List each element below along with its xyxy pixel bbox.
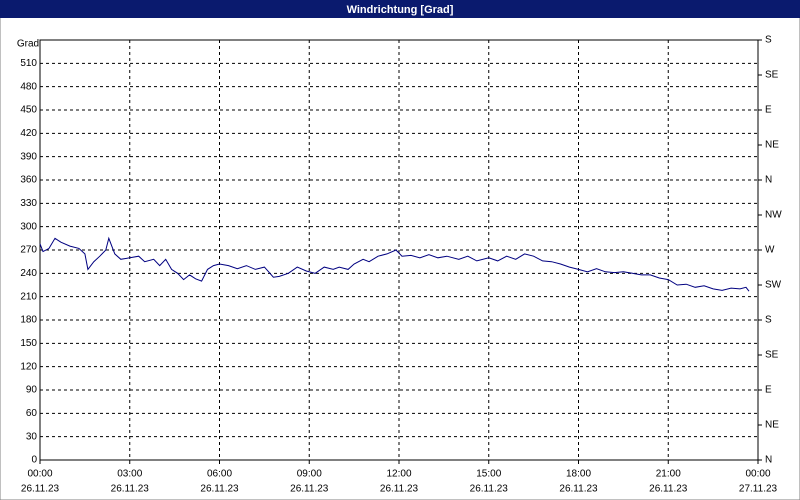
y-tick-label: 240 [20,268,37,279]
data-line [39,236,750,292]
x-tick-date: 26.11.23 [200,484,239,495]
y-tick-label: 0 [31,455,37,466]
x-tick-label: 09:00 [297,469,322,480]
y-axis-title: Grad [17,39,39,50]
y-tick-label: 360 [20,175,37,186]
y2-tick-label: NW [765,210,782,221]
y-tick-label: 180 [20,315,37,326]
y2-tick-label: SE [765,350,779,361]
x-tick-date: 26.11.23 [111,484,150,495]
y2-tick-label: E [765,105,772,116]
x-tick-label: 12:00 [386,469,411,480]
x-tick-date: 26.11.23 [290,484,329,495]
y2-tick-label: W [765,245,775,256]
title-bar [0,0,800,18]
y-tick-label: 150 [20,338,37,349]
y-tick-label: 60 [26,408,38,419]
x-tick-label: 15:00 [476,469,501,480]
y-tick-label: 210 [20,291,37,302]
y-tick-label: 270 [20,245,37,256]
y2-tick-label: N [765,175,772,186]
y-tick-label: 330 [20,198,37,209]
x-tick-label: 06:00 [207,469,232,480]
y2-tick-label: SW [765,280,782,291]
plot-frame [39,39,759,461]
y2-tick-label: NE [765,420,779,431]
x-tick-date: 26.11.23 [559,484,598,495]
y-tick-label: 420 [20,128,37,139]
chart-title: Windrichtung [Grad] [347,4,454,16]
x-tick-label: 18:00 [566,469,591,480]
x-tick-date: 26.11.23 [649,484,688,495]
y2-tick-label: NE [765,140,779,151]
y-tick-label: 510 [20,58,37,69]
y2-tick-label: E [765,385,772,396]
x-tick-date: 27.11.23 [739,484,778,495]
x-tick-date: 26.11.23 [380,484,419,495]
y-tick-label: 390 [20,151,37,162]
x-tick-date: 26.11.23 [470,484,509,495]
y-tick-label: 30 [26,431,38,442]
y-tick-label: 90 [26,385,38,396]
y2-tick-label: SE [765,70,779,81]
y-tick-label: 120 [20,361,37,372]
x-tick-label: 21:00 [656,469,681,480]
y-tick-label: 450 [20,105,37,116]
y2-tick-label: N [765,455,772,466]
x-tick-label: 00:00 [745,469,770,480]
y-tick-label: 480 [20,81,37,92]
y2-tick-label: S [765,315,772,326]
x-tick-date: 26.11.23 [21,484,60,495]
x-tick-label: 03:00 [117,469,142,480]
x-tick-label: 00:00 [27,469,52,480]
y2-tick-label: S [765,35,772,46]
y-tick-label: 300 [20,221,37,232]
